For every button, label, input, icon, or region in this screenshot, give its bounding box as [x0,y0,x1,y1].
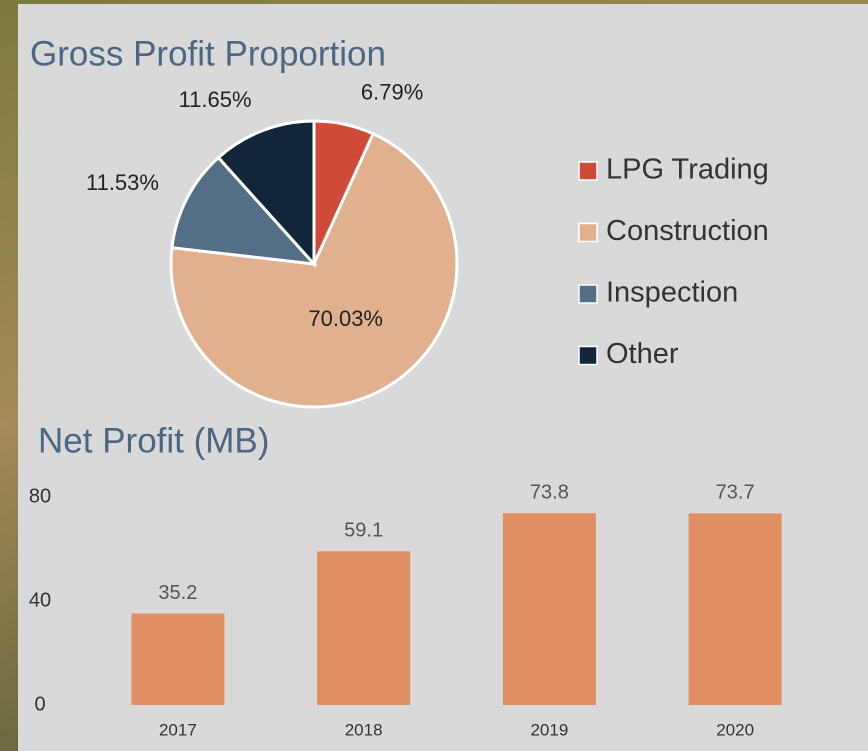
legend-swatch [578,161,598,181]
data-label: 73.8 [530,481,569,503]
x-tick-label: 2020 [716,720,754,739]
data-label: 59.1 [344,520,383,542]
legend-label: LPG Trading [606,154,769,186]
legend-swatch [578,284,598,304]
bar-title: Net Profit (MB) [38,421,269,460]
pie-title: Gross Profit Proportion [30,34,386,73]
bar [502,513,596,705]
legend-label: Inspection [606,277,738,309]
data-label: 11.65% [179,87,252,112]
data-label: 73.7 [716,482,755,504]
bar [317,551,411,705]
pie-slice [170,155,318,266]
bar [131,613,225,705]
y-tick-label: 40 [29,589,51,611]
legend-swatch [578,345,598,366]
data-label: 70.03% [308,306,383,331]
data-label: 6.79% [361,79,423,104]
x-tick-label: 2018 [345,720,383,739]
y-tick-label: 80 [29,485,51,507]
legend-label: Construction [606,215,769,247]
bar [688,513,782,705]
pie-slice [216,119,316,268]
x-tick-label: 2017 [159,720,197,739]
pie-slice [169,131,459,409]
data-label: 35.2 [158,582,197,604]
y-tick-label: 0 [34,693,45,715]
x-tick-label: 2019 [530,720,568,739]
legend-label: Other [606,338,679,370]
legend-swatch [578,222,598,243]
data-label: 11.53% [86,170,159,195]
